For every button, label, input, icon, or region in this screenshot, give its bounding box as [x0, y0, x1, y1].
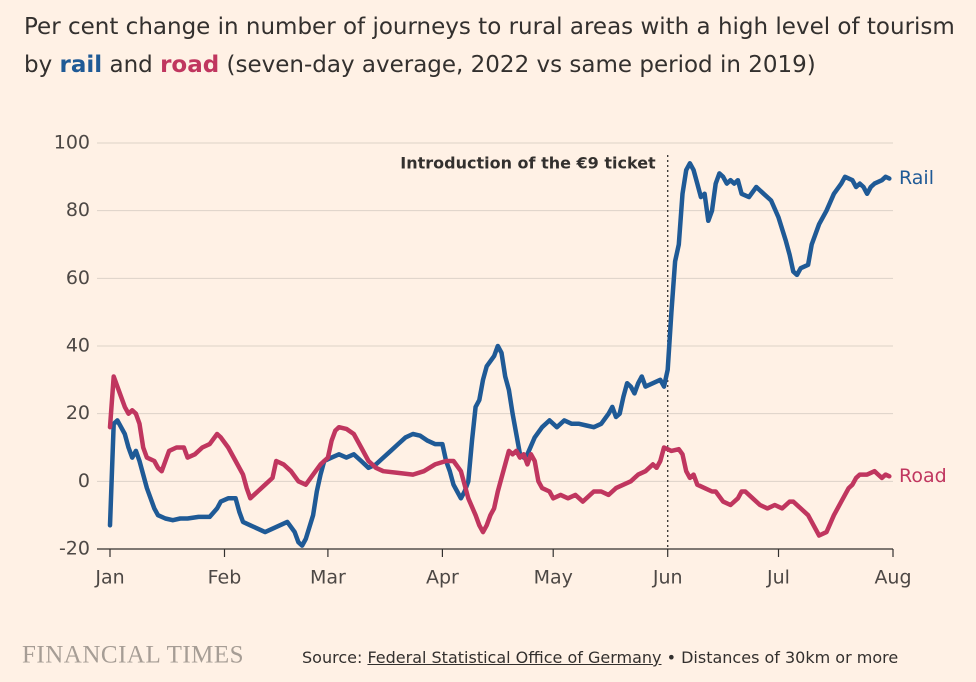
x-tick-label: Jun — [652, 567, 683, 589]
y-tick-label: 40 — [66, 335, 90, 357]
y-tick-label: -20 — [59, 538, 90, 560]
x-tick-label: Apr — [426, 567, 459, 589]
x-tick-label: Jul — [766, 567, 790, 589]
y-tick-label: 100 — [54, 132, 90, 154]
series-label: Road — [899, 465, 947, 487]
logo: FINANCIAL TIMES — [22, 642, 244, 669]
y-tick-label: 0 — [78, 470, 90, 492]
x-tick-label: May — [534, 567, 573, 589]
x-tick-label: Aug — [874, 567, 911, 589]
source-link[interactable]: Federal Statistical Office of Germany — [367, 648, 662, 667]
x-tick-label: Mar — [310, 567, 346, 589]
y-tick-label: 60 — [66, 267, 90, 289]
title-part: Per cent change in number of journeys to… — [24, 14, 955, 78]
annotation-text: Introduction of the €9 ticket — [400, 154, 656, 173]
x-tick-label: Jan — [94, 567, 124, 589]
title-part: rail — [59, 52, 103, 78]
source-note: • Distances of 30km or more — [661, 648, 899, 667]
x-tick-label: Feb — [208, 567, 242, 589]
y-tick-label: 80 — [66, 199, 90, 221]
title-part: road — [160, 52, 220, 78]
series-label: Rail — [899, 167, 934, 189]
title-part: and — [102, 52, 161, 78]
series-line — [107, 374, 892, 538]
y-tick-label: 20 — [66, 402, 90, 424]
chart-title: Per cent change in number of journeys to… — [24, 8, 964, 84]
source-prefix: Source: — [302, 648, 368, 667]
source: Source: Federal Statistical Office of Ge… — [302, 648, 898, 667]
title-part: (seven-day average, 2022 vs same period … — [219, 52, 816, 78]
